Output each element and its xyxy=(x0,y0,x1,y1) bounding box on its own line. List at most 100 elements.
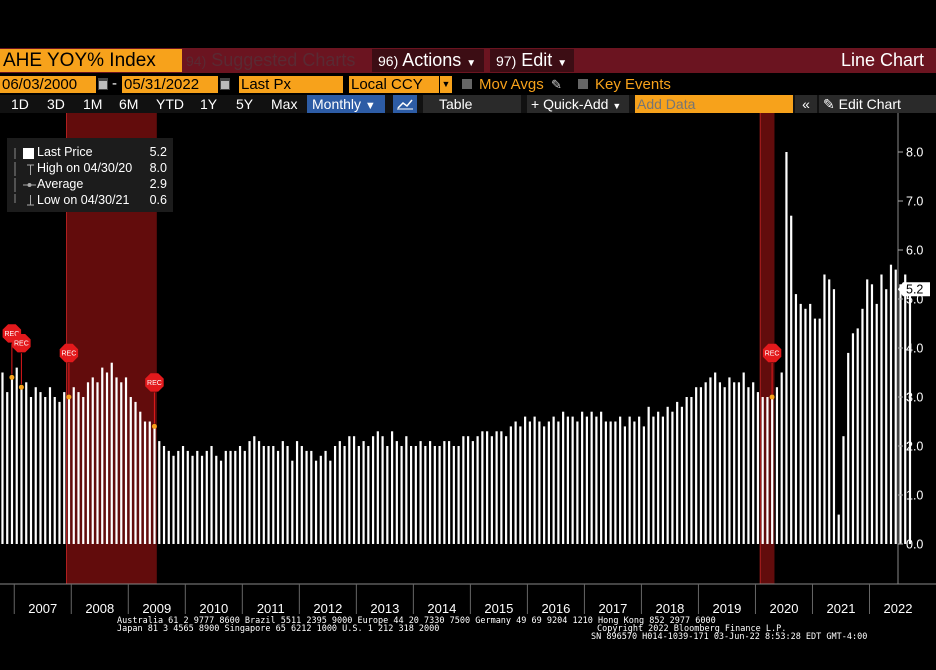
bar xyxy=(286,446,289,544)
edit-menu[interactable]: 97) Edit ▼ xyxy=(490,49,574,72)
bar xyxy=(172,455,175,544)
bar xyxy=(885,289,888,544)
bar xyxy=(143,421,147,544)
calendar-icon[interactable] xyxy=(98,78,108,90)
bar xyxy=(338,441,341,544)
currency-select[interactable]: Local CCY xyxy=(349,76,439,93)
suggested-num: 94) xyxy=(186,53,207,69)
range-1m[interactable]: 1M xyxy=(83,96,103,112)
bar xyxy=(105,372,109,544)
bar xyxy=(809,303,812,544)
key-events-label[interactable]: Key Events xyxy=(595,76,671,93)
bar xyxy=(633,421,636,544)
bar xyxy=(904,274,907,544)
x-tick-label: 2013 xyxy=(370,601,399,616)
bar xyxy=(409,446,413,544)
price-field-select[interactable]: Last Px xyxy=(239,76,343,93)
bar xyxy=(181,446,185,544)
legend-value: 8.0 xyxy=(149,161,167,175)
bar xyxy=(314,460,318,544)
bar xyxy=(614,421,617,544)
bar xyxy=(671,411,674,544)
bar xyxy=(685,397,688,544)
bar xyxy=(348,436,351,544)
bar xyxy=(581,411,584,544)
y-tick-label: 7.0 xyxy=(906,195,923,209)
pencil-icon[interactable]: ✎ xyxy=(551,77,562,92)
caret-down-icon: ▼ xyxy=(612,101,622,111)
end-date-field[interactable]: 05/31/2022 xyxy=(122,76,218,93)
bar xyxy=(676,401,679,544)
bar xyxy=(20,387,23,544)
bar xyxy=(310,450,313,544)
mov-avgs-label[interactable]: Mov Avgs xyxy=(479,76,544,93)
bar xyxy=(243,450,246,544)
bar xyxy=(733,382,736,544)
key-events-checkbox[interactable] xyxy=(578,79,588,89)
actions-num: 96) xyxy=(378,53,399,69)
edit-chart-button[interactable]: ✎ Edit Chart xyxy=(819,95,936,113)
bar xyxy=(714,372,717,544)
bar xyxy=(248,441,251,544)
actions-menu[interactable]: 96) Actions ▼ xyxy=(372,49,484,72)
suggested-charts-button[interactable]: 94) Suggested Charts xyxy=(186,49,355,72)
bar xyxy=(576,421,579,544)
collapse-button[interactable]: « xyxy=(795,95,817,113)
bar xyxy=(115,377,118,544)
event-marker xyxy=(12,334,31,353)
bar xyxy=(63,392,66,544)
quick-add-button[interactable]: + Quick-Add ▼ xyxy=(527,95,629,113)
bar xyxy=(737,382,741,544)
date-separator: - xyxy=(112,75,117,92)
range-1y[interactable]: 1Y xyxy=(200,96,218,112)
bar xyxy=(215,455,218,544)
bar xyxy=(405,436,408,544)
bar xyxy=(775,387,779,544)
start-date-field[interactable]: 06/03/2000 xyxy=(0,76,96,93)
range-max[interactable]: Max xyxy=(271,96,298,112)
range-ytd[interactable]: YTD xyxy=(156,96,184,112)
event-label: REC xyxy=(62,351,77,358)
bar xyxy=(324,450,327,544)
chevron-down-icon[interactable]: ▼ xyxy=(440,76,452,93)
bar xyxy=(224,450,227,544)
bar xyxy=(229,450,232,544)
bar xyxy=(861,308,864,544)
bar xyxy=(352,436,356,544)
bar xyxy=(804,308,807,544)
legend-value: 0.6 xyxy=(149,193,167,207)
bar xyxy=(889,264,893,544)
event-point xyxy=(18,384,24,390)
mov-avgs-checkbox[interactable] xyxy=(462,79,472,89)
range-5y[interactable]: 5Y xyxy=(236,96,254,112)
bar xyxy=(124,377,128,544)
bar xyxy=(120,382,123,544)
table-view-button[interactable]: Table xyxy=(423,95,521,113)
range-1d[interactable]: 1D xyxy=(11,96,29,112)
edit-num: 97) xyxy=(496,53,517,69)
bar xyxy=(866,279,869,544)
bar xyxy=(414,446,417,544)
bar xyxy=(661,416,665,544)
bar xyxy=(557,421,560,544)
bar xyxy=(780,372,783,544)
bar xyxy=(813,318,817,544)
bar xyxy=(899,284,902,544)
last-value-tag xyxy=(898,282,930,297)
bar xyxy=(590,411,593,544)
event-label: REC xyxy=(4,331,19,338)
periodicity-select[interactable]: Monthly ▼ xyxy=(307,95,385,113)
square-icon xyxy=(14,148,34,159)
bar xyxy=(704,382,707,544)
ticker-field[interactable]: AHE YOY% Index xyxy=(0,49,182,72)
add-data-input[interactable] xyxy=(635,95,793,113)
bar xyxy=(547,421,550,544)
bar xyxy=(747,387,750,544)
bar xyxy=(257,441,261,544)
chart-view-button[interactable] xyxy=(393,95,417,113)
bar xyxy=(6,392,9,544)
range-3d[interactable]: 3D xyxy=(47,96,65,112)
bar xyxy=(281,441,284,544)
range-6m[interactable]: 6M xyxy=(119,96,139,112)
calendar-icon[interactable] xyxy=(220,78,230,90)
